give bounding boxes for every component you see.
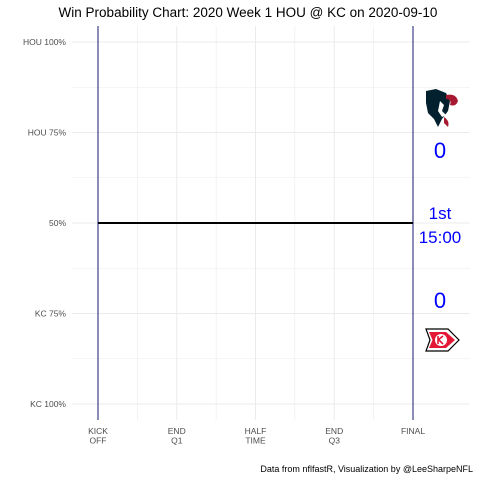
- texans-head-shape: [426, 89, 450, 127]
- y-tick-label: 50%: [49, 218, 66, 228]
- y-tick-label: KC 75%: [35, 309, 67, 319]
- houston-texans-logo: [426, 89, 458, 127]
- chiefs-center-circle: [435, 334, 447, 346]
- quarter-label: 1st: [429, 204, 452, 223]
- game-clock: 15:00: [419, 228, 462, 247]
- x-tick-label: KICK OFF: [88, 426, 108, 446]
- chart-caption: Data from nflfastR, Visualization by @Le…: [260, 464, 473, 474]
- chart-title: Win Probability Chart: 2020 Week 1 HOU @…: [59, 5, 438, 20]
- y-tick-label: HOU 100%: [23, 37, 66, 47]
- texans-horn-shape: [446, 94, 458, 106]
- y-tick-label: KC 100%: [30, 399, 66, 409]
- x-axis-tick-labels: KICK OFF END Q1 HALF TIME END Q3 FINAL: [88, 426, 425, 446]
- x-tick-label: FINAL: [401, 426, 425, 436]
- y-tick-label: HOU 75%: [28, 128, 67, 138]
- kansas-city-chiefs-logo: [425, 328, 460, 352]
- chiefs-kc-monogram: [437, 335, 444, 345]
- texans-star-shape: [438, 101, 446, 117]
- y-axis-tick-labels: HOU 100% HOU 75% 50% KC 75% KC 100%: [23, 37, 66, 409]
- x-tick-label: END Q3: [325, 426, 343, 446]
- away-score: 0: [434, 288, 446, 313]
- home-score: 0: [434, 138, 446, 163]
- texans-tail-shape: [444, 117, 449, 127]
- x-tick-label: HALF TIME: [245, 426, 267, 446]
- x-tick-label: END Q1: [168, 426, 186, 446]
